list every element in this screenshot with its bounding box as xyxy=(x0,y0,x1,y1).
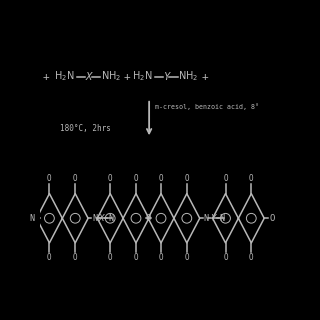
Text: O: O xyxy=(73,253,77,262)
Text: Y: Y xyxy=(164,72,170,82)
Text: 180°C, 2hrs: 180°C, 2hrs xyxy=(60,124,111,133)
Text: N: N xyxy=(108,214,113,223)
Text: O: O xyxy=(223,253,228,262)
Text: N: N xyxy=(220,214,225,223)
Text: +: + xyxy=(43,72,49,82)
Text: O: O xyxy=(159,253,163,262)
Text: O: O xyxy=(249,253,254,262)
Text: X: X xyxy=(86,72,92,82)
Text: O: O xyxy=(108,253,113,262)
Text: O: O xyxy=(269,214,275,223)
Text: O: O xyxy=(159,174,163,183)
Text: N: N xyxy=(29,214,35,223)
Text: Y: Y xyxy=(210,214,215,223)
Text: O: O xyxy=(47,253,52,262)
Text: X: X xyxy=(98,214,104,223)
Text: $\mathregular{H_2N}$: $\mathregular{H_2N}$ xyxy=(54,70,74,84)
Text: +: + xyxy=(202,72,208,82)
Text: O: O xyxy=(146,214,151,223)
Text: N: N xyxy=(204,214,209,223)
Text: O: O xyxy=(249,174,254,183)
Text: $\mathregular{H_2N}$: $\mathregular{H_2N}$ xyxy=(132,70,152,84)
Text: $\mathregular{NH_2}$: $\mathregular{NH_2}$ xyxy=(101,70,121,84)
Text: +: + xyxy=(123,72,130,82)
Text: $\mathregular{NH_2}$: $\mathregular{NH_2}$ xyxy=(178,70,198,84)
Text: O: O xyxy=(185,253,189,262)
Text: O: O xyxy=(47,174,52,183)
Text: m-cresol, benzoic acid, 8°: m-cresol, benzoic acid, 8° xyxy=(155,103,259,109)
Text: O: O xyxy=(108,174,113,183)
Text: N: N xyxy=(92,214,97,223)
Text: O: O xyxy=(134,174,138,183)
Text: O: O xyxy=(134,253,138,262)
Text: O: O xyxy=(223,174,228,183)
Text: O: O xyxy=(185,174,189,183)
Text: O: O xyxy=(73,174,77,183)
